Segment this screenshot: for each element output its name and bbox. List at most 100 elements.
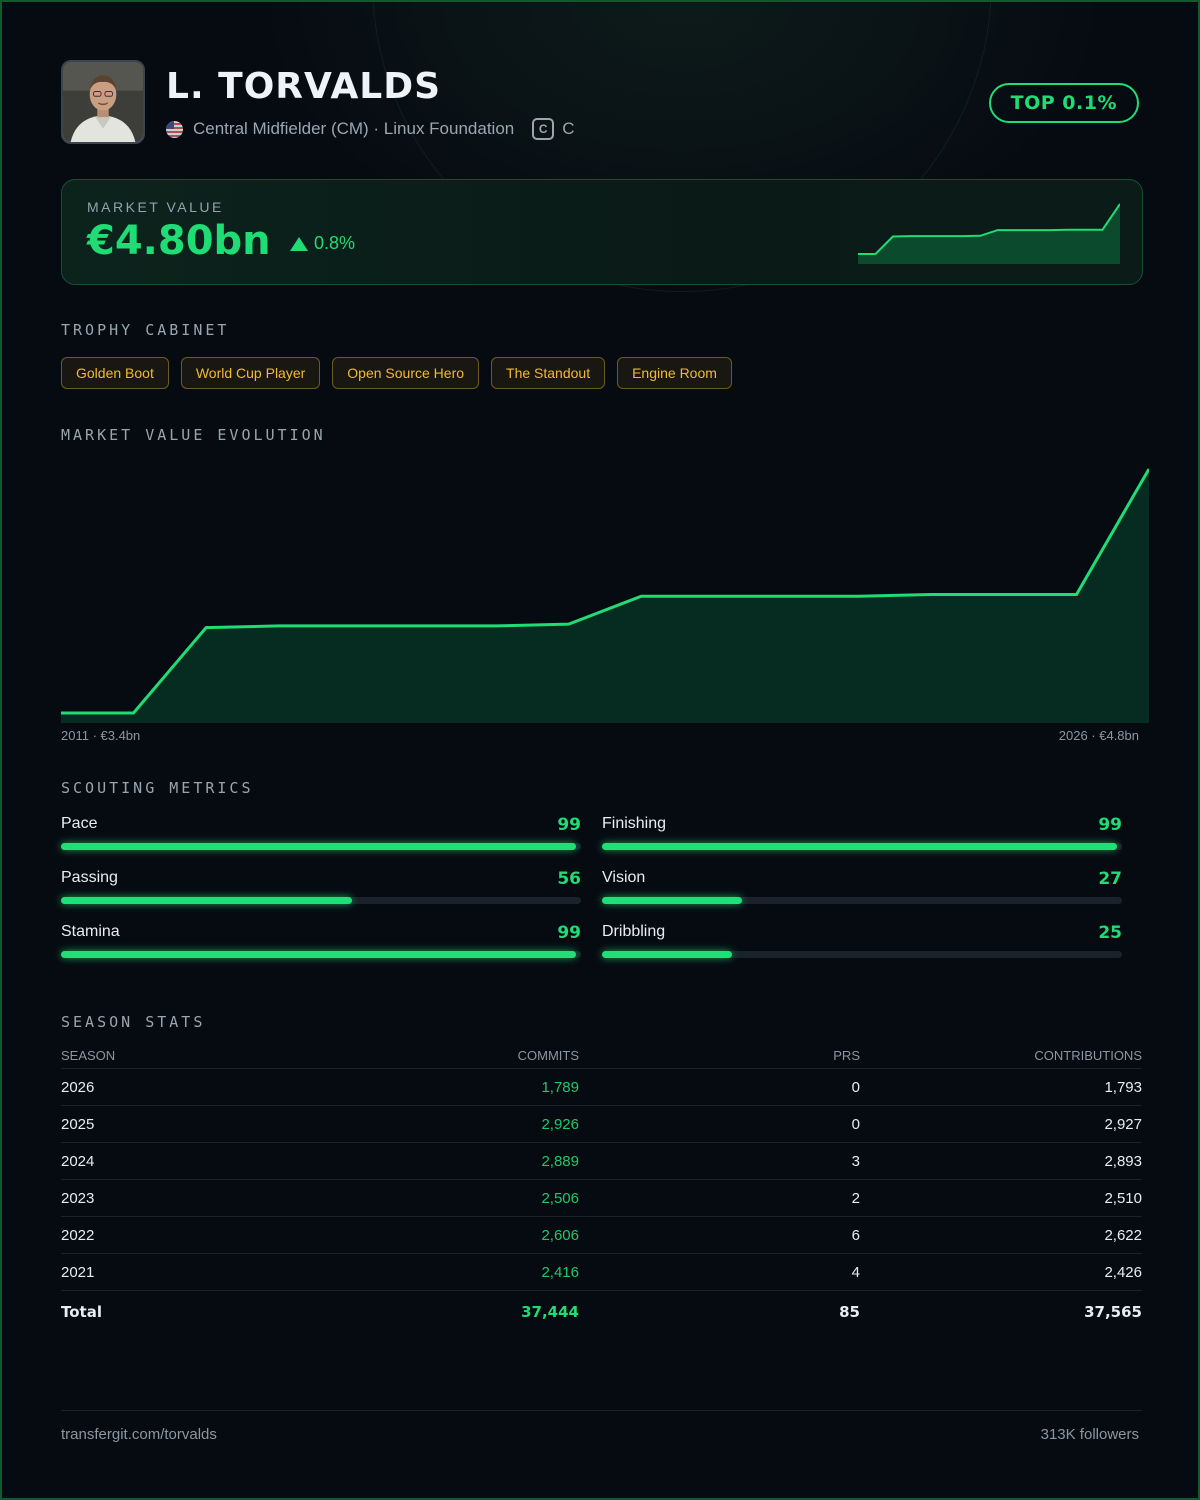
- scouting-metrics-title: SCOUTING METRICS: [61, 779, 254, 797]
- column-header-prs: PRS: [833, 1048, 860, 1063]
- metric-bar-track: [61, 897, 581, 904]
- player-name: L. TORVALDS: [166, 66, 442, 107]
- trophy-badge: The Standout: [491, 357, 606, 389]
- metric-value: 99: [557, 923, 581, 943]
- column-header-commits: COMMITS: [517, 1048, 579, 1063]
- market-value-change: 0.8%: [290, 233, 355, 254]
- metric-value: 27: [1098, 869, 1122, 889]
- cell-contributions: 2,510: [1104, 1190, 1142, 1207]
- column-header-contributions: CONTRIBUTIONS: [1034, 1048, 1142, 1063]
- table-header: SEASON COMMITS PRS CONTRIBUTIONS: [61, 1042, 1142, 1069]
- rank-badge: TOP 0.1%: [988, 83, 1139, 123]
- cell-contributions: 2,927: [1104, 1116, 1142, 1133]
- table-row: 2024 2,889 3 2,893: [61, 1143, 1142, 1180]
- cell-prs: 85: [839, 1303, 860, 1321]
- metric-value: 25: [1098, 923, 1122, 943]
- metric-value: 99: [1098, 815, 1122, 835]
- chart-area-fill: [61, 469, 1149, 723]
- column-header-season: SEASON: [61, 1048, 116, 1063]
- trophy-badge: Golden Boot: [61, 357, 169, 389]
- metric-pace: Pace 99: [61, 815, 581, 859]
- cell-prs: 2: [851, 1190, 860, 1207]
- table-row: 2026 1,789 0 1,793: [61, 1069, 1142, 1106]
- metric-label: Vision: [602, 869, 646, 886]
- trophy-cabinet-title: TROPHY CABINET: [61, 321, 230, 339]
- cell-commits: 2,416: [541, 1264, 579, 1281]
- metric-bar-fill: [61, 951, 576, 958]
- cell-prs: 6: [851, 1227, 860, 1244]
- cell-season: Total: [61, 1303, 102, 1321]
- cell-commits: 1,789: [541, 1079, 579, 1096]
- cell-commits: 2,926: [541, 1116, 579, 1133]
- table-row: 2022 2,606 6 2,622: [61, 1217, 1142, 1254]
- player-position: Central Midfielder (CM) · Linux Foundati…: [193, 119, 515, 138]
- metric-label: Pace: [61, 815, 98, 832]
- market-value-evolution-chart: [61, 468, 1149, 723]
- cell-contributions: 2,893: [1104, 1153, 1142, 1170]
- metric-label: Finishing: [602, 815, 667, 832]
- trend-up-icon: [290, 236, 308, 251]
- chart-series-line: [858, 203, 1120, 255]
- metric-bar-fill: [602, 843, 1117, 850]
- cell-contributions: 2,426: [1104, 1264, 1142, 1281]
- metric-bar-track: [602, 843, 1122, 850]
- metric-label: Passing: [61, 869, 118, 886]
- market-value-label: MARKET VALUE: [87, 199, 224, 215]
- footer-divider: [61, 1410, 1142, 1411]
- followers-count: 313K followers: [1040, 1426, 1139, 1443]
- metric-bar-fill: [602, 897, 743, 904]
- table-row: 2021 2,416 4 2,426: [61, 1254, 1142, 1291]
- evolution-end-label: 2026 · €4.8bn: [1058, 728, 1139, 743]
- cell-prs: 0: [851, 1079, 860, 1096]
- c-language-icon: C: [532, 118, 555, 140]
- cell-commits: 37,444: [521, 1303, 579, 1321]
- metric-bar-track: [602, 951, 1122, 958]
- metric-bar-track: [61, 843, 581, 850]
- metric-bar-track: [602, 897, 1122, 904]
- trophy-badge: World Cup Player: [180, 357, 321, 389]
- avatar-portrait: [63, 62, 143, 142]
- cell-contributions: 1,793: [1104, 1079, 1142, 1096]
- trophy-badge: Engine Room: [617, 357, 732, 389]
- metric-bar-fill: [61, 897, 353, 904]
- market-value-amount: €4.80bn: [87, 218, 271, 264]
- chart-series-line: [61, 468, 1149, 715]
- cell-season: 2026: [61, 1079, 95, 1096]
- us-flag-icon: [166, 120, 183, 138]
- evolution-start-label: 2011 · €3.4bn: [61, 728, 141, 743]
- metric-value: 56: [557, 869, 581, 889]
- metric-finishing: Finishing 99: [602, 815, 1122, 859]
- metric-stamina: Stamina 99: [61, 923, 581, 967]
- profile-link[interactable]: transfergit.com/torvalds: [61, 1426, 217, 1443]
- cell-season: 2025: [61, 1116, 95, 1133]
- cell-prs: 3: [851, 1153, 860, 1170]
- metric-value: 99: [557, 815, 581, 835]
- metric-bar-fill: [602, 951, 732, 958]
- metric-label: Stamina: [61, 923, 120, 940]
- season-stats-title: SEASON STATS: [61, 1013, 206, 1031]
- market-value-change-text: 0.8%: [314, 233, 356, 253]
- cell-contributions: 37,565: [1084, 1303, 1142, 1321]
- avatar: [61, 60, 145, 144]
- table-total-row: Total 37,444 85 37,565: [61, 1291, 1142, 1328]
- metric-vision: Vision 27: [602, 869, 1122, 913]
- metric-dribbling: Dribbling 25: [602, 923, 1122, 967]
- cell-prs: 4: [851, 1264, 860, 1281]
- evolution-title: MARKET VALUE EVOLUTION: [61, 426, 326, 444]
- trophy-list: Golden Boot World Cup Player Open Source H…: [61, 357, 732, 389]
- market-value-card: MARKET VALUE €4.80bn 0.8%: [61, 179, 1143, 285]
- cell-season: 2024: [61, 1153, 95, 1170]
- player-subline: Central Midfielder (CM) · Linux Foundati…: [166, 118, 575, 140]
- season-stats-table: SEASON COMMITS PRS CONTRIBUTIONS 2026 1,789 0 1…: [61, 1042, 1142, 1328]
- metric-bar-fill: [61, 843, 576, 850]
- cell-prs: 0: [851, 1116, 860, 1133]
- cell-commits: 2,889: [541, 1153, 579, 1170]
- cell-season: 2023: [61, 1190, 95, 1207]
- trophy-badge: Open Source Hero: [332, 357, 480, 389]
- table-row: 2025 2,926 0 2,927: [61, 1106, 1142, 1143]
- metric-bar-track: [61, 951, 581, 958]
- cell-contributions: 2,622: [1104, 1227, 1142, 1244]
- player-language: C: [562, 119, 575, 138]
- market-value-sparkline: [858, 203, 1120, 264]
